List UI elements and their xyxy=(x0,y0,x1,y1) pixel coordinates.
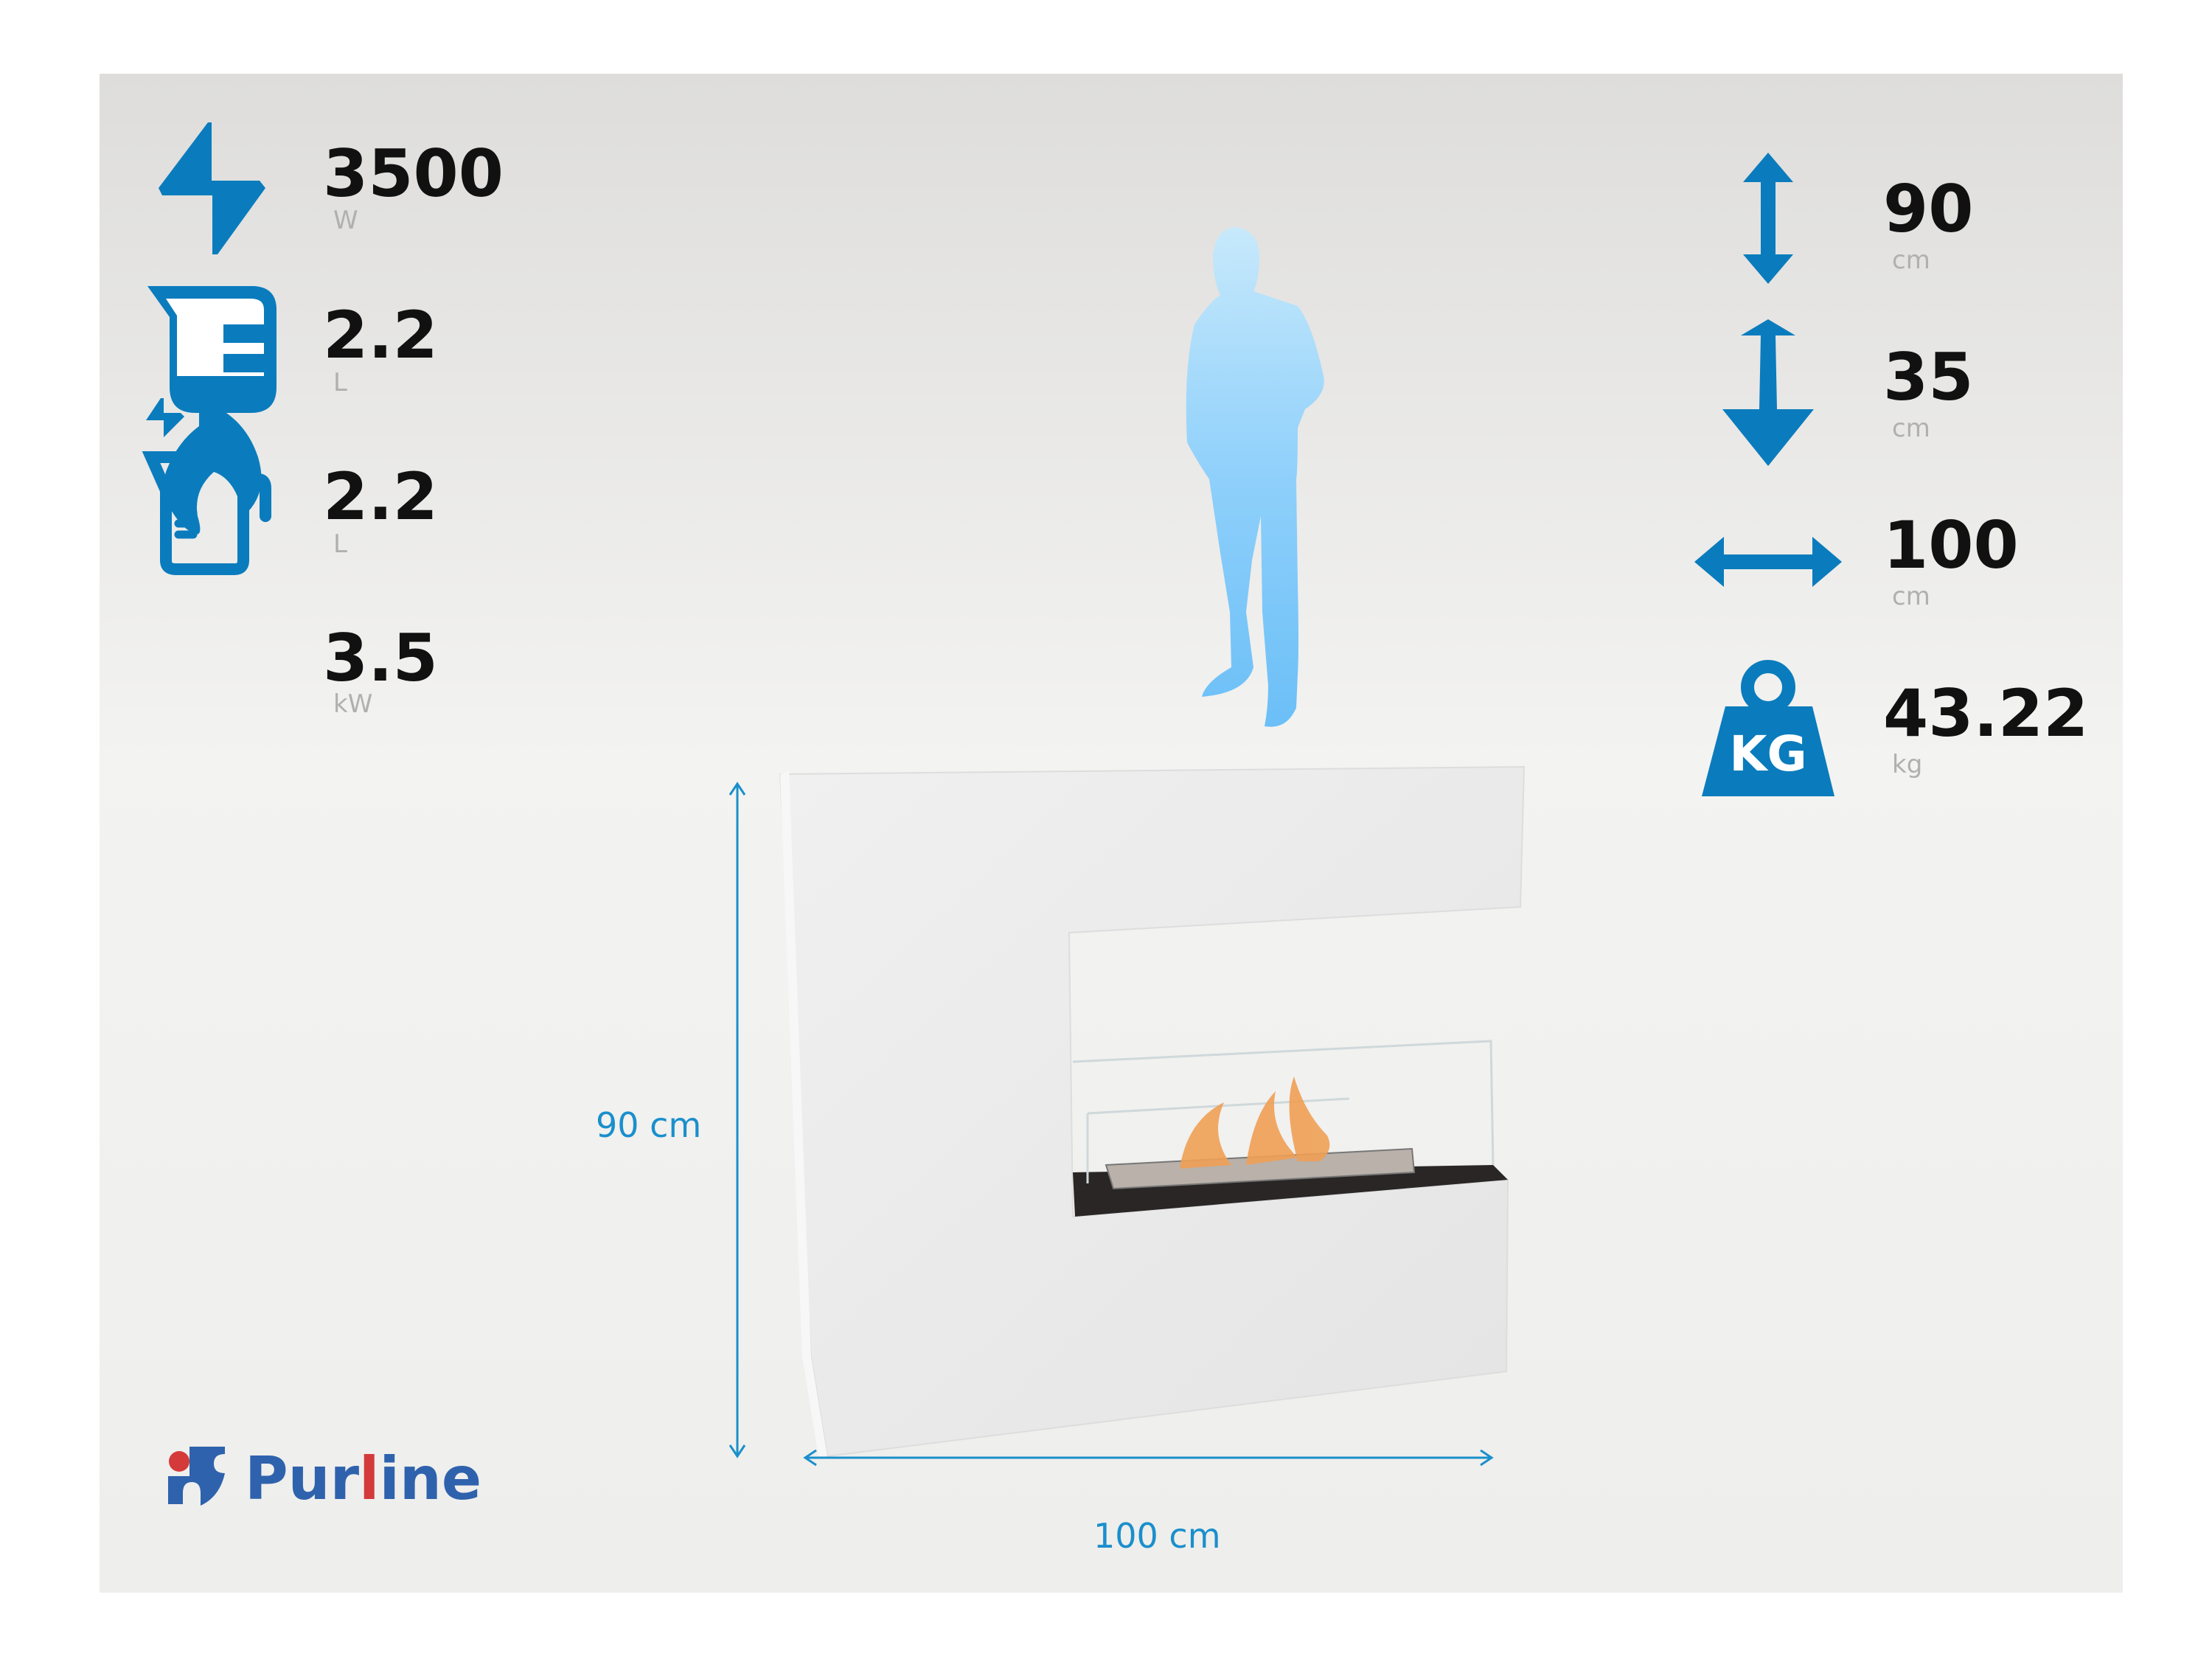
logo-text-part: Pur xyxy=(245,1444,360,1513)
spec-unit: L xyxy=(333,368,347,397)
width-dimension-line xyxy=(803,1449,1494,1467)
purline-logo-mark xyxy=(168,1447,225,1506)
spec-unit: cm xyxy=(1892,246,1930,275)
spec-value: 2.2 xyxy=(323,297,438,373)
spec-value: 90 xyxy=(1883,171,1974,247)
purline-logo-text: Purline xyxy=(245,1450,481,1509)
height-dimension-line xyxy=(728,782,746,1458)
spec-unit: W xyxy=(333,206,358,235)
spec-unit: L xyxy=(333,529,347,559)
weight-kg-icon xyxy=(1702,660,1834,796)
logo-text-part: ine xyxy=(379,1444,482,1513)
tank-capacity-icon xyxy=(147,286,276,413)
logo-text-accent: l xyxy=(359,1444,380,1513)
spec-value: 3.5 xyxy=(323,620,438,696)
width-dimension-label: 100 cm xyxy=(1093,1516,1221,1556)
person-silhouette xyxy=(1186,227,1324,727)
height-dimension-label: 90 cm xyxy=(596,1105,702,1145)
spec-value: 3500 xyxy=(323,136,504,212)
lightning-bolt-icon xyxy=(159,122,265,254)
spec-unit: kg xyxy=(1892,750,1923,779)
flame-power-icon xyxy=(146,398,262,535)
spec-unit: cm xyxy=(1892,582,1930,611)
kg-icon-label: KG xyxy=(1729,726,1806,782)
spec-value: 100 xyxy=(1883,507,2019,583)
spec-value: 2.2 xyxy=(323,459,438,535)
spec-value: 43.22 xyxy=(1883,675,2089,751)
depth-arrow-icon xyxy=(1722,319,1814,466)
height-arrow-icon xyxy=(1743,153,1793,284)
dimension-lines xyxy=(728,782,1494,1467)
width-arrow-icon xyxy=(1694,537,1842,587)
spec-value: 35 xyxy=(1883,339,1974,415)
flame-image xyxy=(1180,1077,1330,1169)
spec-unit: cm xyxy=(1892,414,1930,443)
fireplace-image xyxy=(779,765,1526,1458)
spec-unit: kW xyxy=(333,689,373,719)
